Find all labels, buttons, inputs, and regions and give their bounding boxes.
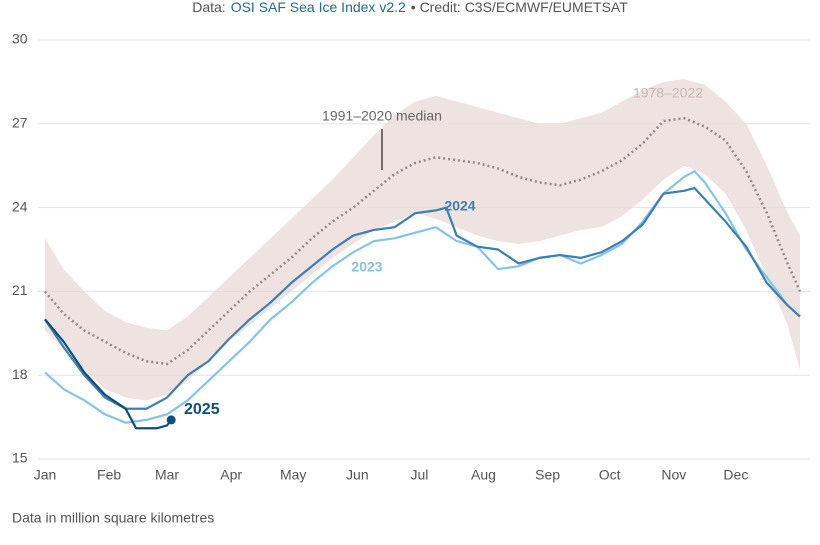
source-name: OSI SAF Sea Ice Index v2.2 bbox=[231, 0, 406, 15]
series-label: 2025 bbox=[184, 401, 220, 418]
x-tick-label: Apr bbox=[220, 467, 242, 483]
series-label: 1978–2022 bbox=[633, 85, 703, 101]
x-tick-label: Jan bbox=[34, 467, 57, 483]
series-label: 2024 bbox=[444, 198, 475, 214]
x-tick-label: Sep bbox=[535, 467, 560, 483]
series-label: 1991–2020 median bbox=[322, 108, 442, 124]
x-tick-label: Mar bbox=[155, 467, 179, 483]
y-tick-label: 18 bbox=[12, 366, 28, 382]
x-tick-label: Nov bbox=[661, 467, 686, 483]
x-tick-label: Aug bbox=[471, 467, 496, 483]
x-tick-label: Feb bbox=[97, 467, 121, 483]
median-line bbox=[44, 116, 802, 366]
series-line bbox=[44, 170, 801, 424]
y-tick-label: 15 bbox=[12, 450, 28, 466]
series-label: 2023 bbox=[351, 259, 382, 275]
y-tick-label: 21 bbox=[12, 282, 28, 298]
y-tick-label: 24 bbox=[12, 198, 28, 214]
series-line bbox=[44, 318, 173, 430]
end-dot bbox=[166, 415, 176, 425]
units-note: Data in million square kilometres bbox=[12, 510, 214, 526]
x-tick-label: May bbox=[280, 467, 306, 483]
x-tick-label: Jul bbox=[410, 467, 428, 483]
series-line bbox=[44, 186, 801, 410]
x-tick-label: Oct bbox=[599, 467, 621, 483]
x-tick-label: Dec bbox=[723, 467, 748, 483]
plot-area: 15 18 21 24 27 30 Jan Feb Mar Apr May Jun Jul Aug Sep O… bbox=[12, 31, 810, 483]
credit: • Credit: C3S/ECMWF/EUMETSAT bbox=[411, 0, 628, 15]
x-tick-label: Jun bbox=[346, 467, 369, 483]
range-band bbox=[45, 79, 800, 401]
y-tick-label: 30 bbox=[12, 31, 28, 47]
source-prefix: Data: bbox=[192, 0, 225, 15]
y-tick-label: 27 bbox=[12, 115, 28, 131]
chart-source: Data: OSI SAF Sea Ice Index v2.2 • Credit:… bbox=[192, 0, 628, 15]
